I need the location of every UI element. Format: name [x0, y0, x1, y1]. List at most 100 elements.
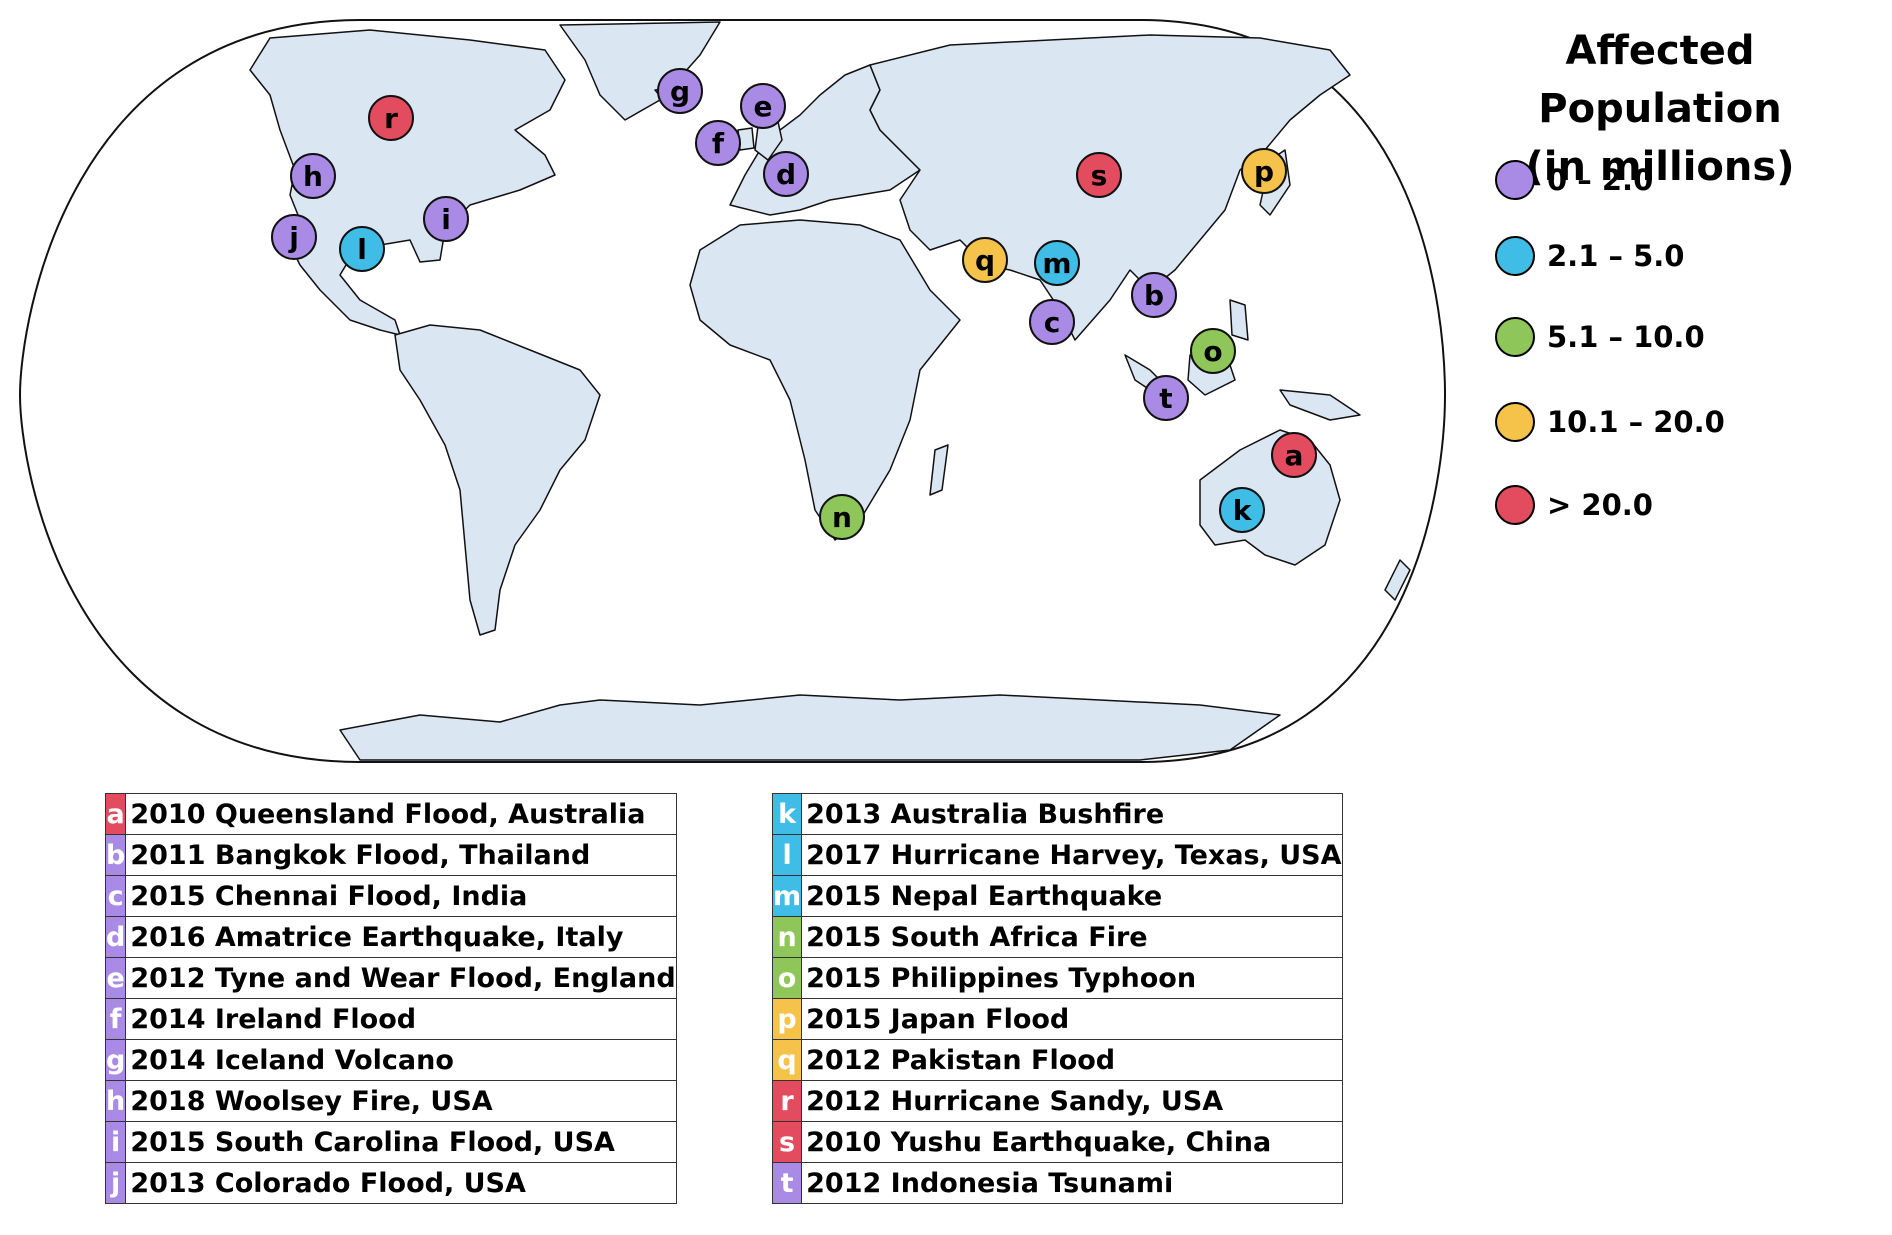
- event-code-cell: r: [771, 1080, 803, 1122]
- event-marker-label: r: [384, 102, 398, 135]
- legend-item: > 20.0: [1495, 483, 1653, 527]
- event-marker-label: l: [357, 233, 367, 266]
- event-code-cell: t: [771, 1162, 803, 1204]
- event-marker-circle: [763, 151, 809, 197]
- event-marker-label: t: [1159, 382, 1172, 415]
- event-label-cell: 2013 Australia Bushfire: [801, 793, 1343, 835]
- legend-label: > 20.0: [1547, 488, 1653, 522]
- event-code-cell: p: [771, 998, 803, 1040]
- event-marker-label: e: [754, 90, 773, 123]
- event-marker-label: b: [1144, 279, 1164, 312]
- table-row: h 2018 Woolsey Fire, USA: [104, 1080, 677, 1122]
- legend-swatch: [1495, 236, 1535, 276]
- event-marker-label: f: [712, 127, 725, 160]
- new-zealand-land: [1384, 559, 1411, 601]
- table-row: j 2013 Colorado Flood, USA: [104, 1162, 677, 1204]
- table-row: d 2016 Amatrice Earthquake, Italy: [104, 916, 677, 958]
- event-marker: l: [339, 226, 385, 272]
- event-marker-label: o: [1203, 335, 1222, 368]
- legend-item: 0 – 2.0: [1495, 158, 1653, 202]
- event-label-cell: 2012 Indonesia Tsunami: [801, 1162, 1343, 1204]
- event-marker: e: [740, 83, 786, 129]
- legend-title-line1: Affected Population: [1538, 28, 1782, 132]
- event-marker-label: s: [1091, 159, 1108, 192]
- event-code-cell: d: [104, 916, 127, 958]
- event-code-cell: h: [104, 1080, 127, 1122]
- event-code-cell: s: [771, 1121, 803, 1163]
- africa-land: [689, 219, 961, 541]
- event-marker-label: j: [288, 221, 299, 254]
- event-marker-circle: [740, 83, 786, 129]
- event-label-cell: 2015 Philippines Typhoon: [801, 957, 1343, 999]
- event-marker: p: [1241, 148, 1287, 194]
- event-label-cell: 2012 Pakistan Flood: [801, 1039, 1343, 1081]
- event-label-cell: 2015 Japan Flood: [801, 998, 1343, 1040]
- event-marker-circle: [1241, 148, 1287, 194]
- table-row: m 2015 Nepal Earthquake: [771, 875, 1343, 917]
- table-row: b 2011 Bangkok Flood, Thailand: [104, 834, 677, 876]
- legend-label: 5.1 – 10.0: [1547, 320, 1705, 354]
- legend-title: Affected Population (in millions): [1440, 22, 1880, 196]
- table-row: r 2012 Hurricane Sandy, USA: [771, 1080, 1343, 1122]
- event-marker: s: [1076, 152, 1122, 198]
- table-row: a 2010 Queensland Flood, Australia: [104, 793, 677, 835]
- event-code-cell: c: [104, 875, 127, 917]
- event-table-right: k 2013 Australia Bushfire l 2017 Hurricane …: [771, 793, 1343, 1204]
- event-code-cell: j: [104, 1162, 127, 1204]
- event-code-cell: k: [771, 793, 803, 835]
- event-label-cell: 2018 Woolsey Fire, USA: [125, 1080, 677, 1122]
- event-marker: h: [290, 153, 336, 199]
- event-marker-circle: [368, 95, 414, 141]
- antarctica-land: [339, 694, 1281, 761]
- event-marker-label: i: [441, 203, 451, 236]
- event-marker-circle: [1143, 375, 1189, 421]
- event-code-cell: q: [771, 1039, 803, 1081]
- event-label-cell: 2014 Iceland Volcano: [125, 1039, 677, 1081]
- event-marker-label: m: [1042, 247, 1071, 280]
- event-marker-circle: [1029, 299, 1075, 345]
- event-label-cell: 2017 Hurricane Harvey, Texas, USA: [801, 834, 1343, 876]
- table-row: p 2015 Japan Flood: [771, 998, 1343, 1040]
- event-marker-circle: [1190, 328, 1236, 374]
- event-marker: q: [962, 237, 1008, 283]
- table-row: k 2013 Australia Bushfire: [771, 793, 1343, 835]
- event-label-cell: 2014 Ireland Flood: [125, 998, 677, 1040]
- world-map: a b c d efg h i j k l m n o p q r s t: [18, 19, 1447, 763]
- event-marker-label: k: [1233, 494, 1253, 527]
- table-row: t 2012 Indonesia Tsunami: [771, 1162, 1343, 1204]
- event-marker-label: q: [975, 244, 995, 277]
- event-table-left: a 2010 Queensland Flood, Australia b 2011 B…: [104, 793, 677, 1204]
- event-code-cell: i: [104, 1121, 127, 1163]
- event-code-cell: e: [104, 957, 127, 999]
- event-code-cell: b: [104, 834, 127, 876]
- greenland-land: [559, 21, 721, 121]
- event-code-cell: n: [771, 916, 803, 958]
- event-code-cell: m: [771, 875, 803, 917]
- event-marker: b: [1131, 272, 1177, 318]
- legend-swatch: [1495, 160, 1535, 200]
- event-marker-circle: [962, 237, 1008, 283]
- legend-item: 2.1 – 5.0: [1495, 234, 1684, 278]
- table-row: n 2015 South Africa Fire: [771, 916, 1343, 958]
- event-code-cell: l: [771, 834, 803, 876]
- event-marker-label: d: [776, 158, 796, 191]
- event-marker-circle: [1219, 487, 1265, 533]
- event-marker-circle: [695, 120, 741, 166]
- madagascar-land: [929, 444, 949, 496]
- event-marker: i: [423, 196, 469, 242]
- philippines-land: [1229, 299, 1249, 341]
- south-america-land: [394, 324, 601, 636]
- event-label-cell: 2015 Nepal Earthquake: [801, 875, 1343, 917]
- event-marker: g: [657, 68, 703, 114]
- event-label-cell: 2015 South Africa Fire: [801, 916, 1343, 958]
- table-row: f 2014 Ireland Flood: [104, 998, 677, 1040]
- legend-item: 10.1 – 20.0: [1495, 400, 1725, 444]
- table-row: o 2015 Philippines Typhoon: [771, 957, 1343, 999]
- event-marker-circle: [819, 494, 865, 540]
- event-marker-circle: [1076, 152, 1122, 198]
- event-marker-circle: [1271, 432, 1317, 478]
- event-marker: o: [1190, 328, 1236, 374]
- event-label-cell: 2012 Hurricane Sandy, USA: [801, 1080, 1343, 1122]
- legend-title-line2: (in millions): [1525, 144, 1795, 190]
- event-marker-label: n: [832, 501, 852, 534]
